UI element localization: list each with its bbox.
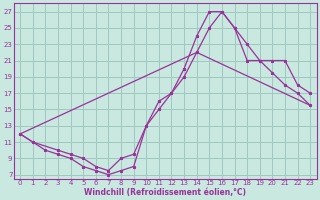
X-axis label: Windchill (Refroidissement éolien,°C): Windchill (Refroidissement éolien,°C) — [84, 188, 246, 197]
